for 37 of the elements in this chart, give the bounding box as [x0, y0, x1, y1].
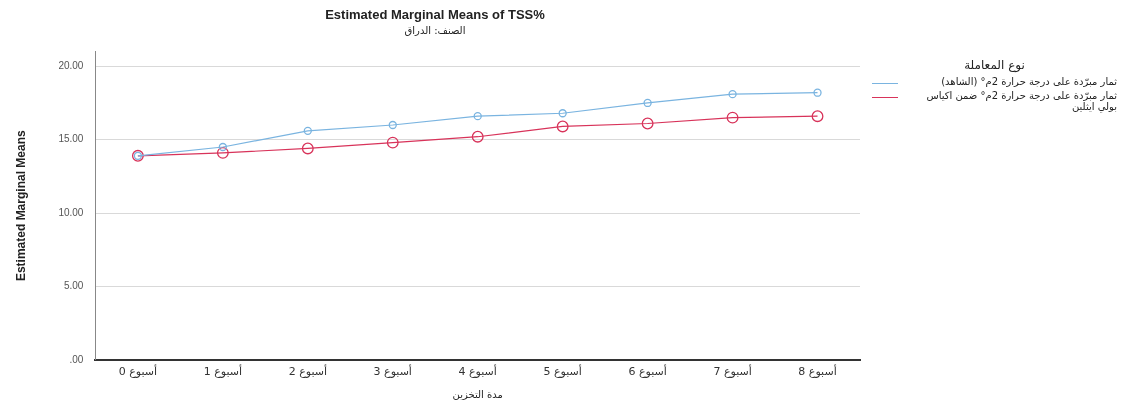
point: [811, 110, 824, 123]
y-tick-label: .00: [69, 353, 84, 365]
point: [388, 120, 397, 130]
point: [556, 120, 569, 133]
x-axis-title: مدة التخزين: [452, 388, 503, 400]
text: ثمار مبرّدة على درجة حرارة 2م° (الشاهد): [940, 76, 1117, 87]
y-tick-label: 15.00: [58, 133, 84, 145]
text: ثمار مبرّدة على درجة حرارة 2م° ضمن اكياس بولي ايثلين: [925, 90, 1117, 112]
point: [216, 146, 229, 159]
x-tick-label: 6 أسبوع: [628, 364, 667, 379]
point: [726, 111, 739, 124]
point: [641, 117, 654, 130]
point: [386, 136, 399, 149]
point: [473, 112, 482, 121]
y-axis-title: Estimated Marginal Means: [13, 130, 28, 282]
x-tick-label: 5 أسبوع: [543, 364, 582, 379]
chart-subtitle: الصنف: الدراق: [404, 25, 466, 37]
point: [728, 90, 737, 99]
x-tick-label: 1 أسبوع: [203, 364, 243, 379]
x-tick-label: 2 أسبوع: [288, 364, 327, 379]
y-tick-label: 10.00: [58, 206, 84, 218]
x-tick-label: 0 أسبوع: [118, 364, 158, 379]
x-tick-label: 7 أسبوع: [713, 364, 752, 379]
x-tick-label: 8 أسبوع: [798, 364, 837, 379]
point: [558, 109, 567, 118]
point: [813, 88, 822, 97]
point: [471, 130, 484, 143]
legend-title: نوع المعاملة: [963, 58, 1026, 72]
point: [301, 142, 314, 155]
y-tick-label: 20.00: [58, 60, 84, 72]
x-tick-label: 3 أسبوع: [373, 364, 412, 379]
point: [643, 98, 652, 108]
point: [303, 126, 312, 135]
point: [218, 142, 227, 152]
y-tick-label: 5.00: [63, 280, 84, 292]
chart-title: Estimated Marginal Means of TSS%: [325, 7, 546, 23]
x-tick-label: 4 أسبوع: [458, 364, 497, 379]
